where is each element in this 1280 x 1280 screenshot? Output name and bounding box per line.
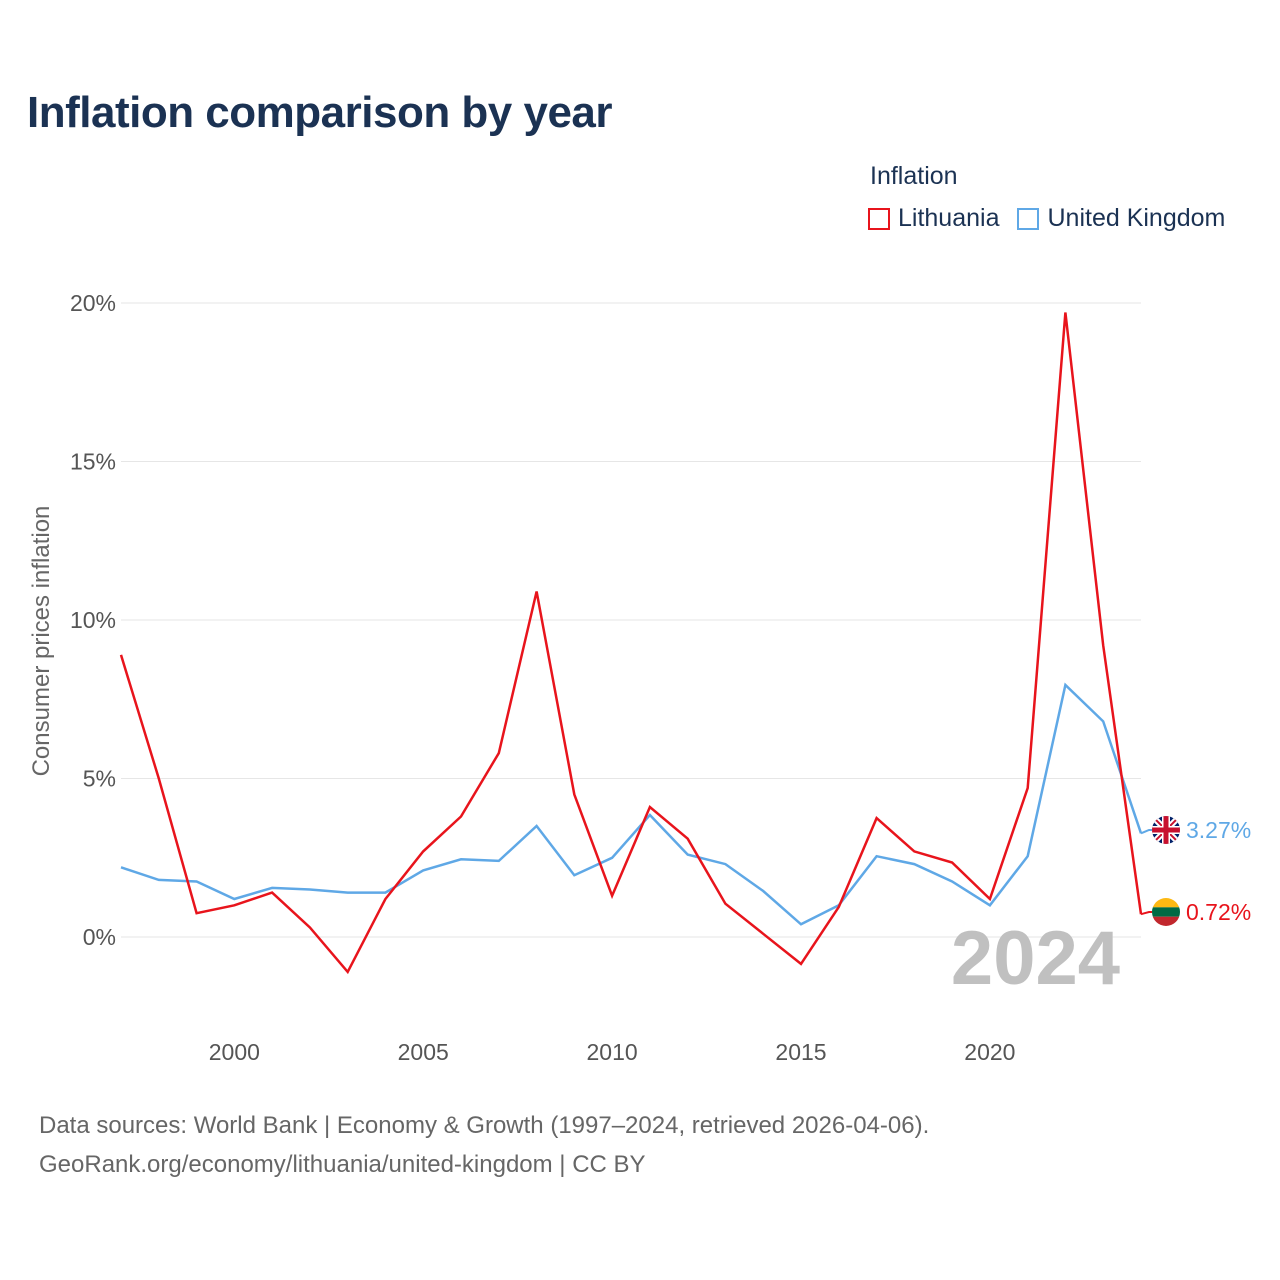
legend-swatch-united-kingdom <box>1017 207 1040 230</box>
legend-item-united-kingdom[interactable]: United Kingdom <box>1017 204 1225 233</box>
source-line-1: Data sources: World Bank | Economy & Gro… <box>39 1112 930 1139</box>
x-tick-label: 2010 <box>587 1039 638 1065</box>
y-tick-label: 15% <box>70 449 116 475</box>
legend-swatch-lithuania <box>868 207 890 230</box>
gridlines <box>121 302 1141 938</box>
x-tick-label: 2020 <box>964 1039 1015 1065</box>
legend-title: Inflation <box>870 162 958 190</box>
end-connector-lithuania <box>1140 911 1152 916</box>
series-lines <box>119 312 1143 975</box>
legend: Lithuania United Kingdom <box>868 204 1243 233</box>
united-kingdom-flag-icon <box>1152 816 1180 844</box>
chart-title: Inflation comparison by year <box>27 88 613 137</box>
legend-item-lithuania[interactable]: Lithuania <box>868 204 999 233</box>
lithuania-flag-icon <box>1152 898 1180 926</box>
x-tick-label: 2015 <box>775 1039 826 1065</box>
x-tick-label: 2005 <box>398 1039 449 1065</box>
y-tick-label: 0% <box>83 924 116 950</box>
source-line-2[interactable]: GeoRank.org/economy/lithuania/united-kin… <box>39 1151 646 1178</box>
y-axis-ticks: 0% 5% 10% 15% 20% <box>70 290 116 950</box>
series-end-markers: 3.27% 0.72% <box>1140 816 1251 926</box>
legend-label-lithuania: Lithuania <box>898 204 1000 232</box>
x-tick-label: 2000 <box>209 1039 260 1065</box>
legend-label-united-kingdom: United Kingdom <box>1047 204 1226 232</box>
current-year-watermark: 2024 <box>951 916 1120 1001</box>
y-tick-label: 10% <box>70 607 116 633</box>
y-tick-label: 5% <box>83 766 116 792</box>
x-axis-ticks: 2000 2005 2010 2015 2020 <box>209 1039 1016 1065</box>
end-connector-united-kingdom <box>1140 829 1152 835</box>
source-note: Data sources: World Bank | Economy & Gro… <box>39 1106 929 1184</box>
end-value-label-united-kingdom: 3.27% <box>1186 817 1251 843</box>
y-tick-label: 20% <box>70 290 116 316</box>
series-line-lithuania[interactable] <box>119 312 1143 975</box>
end-value-label-lithuania: 0.72% <box>1186 899 1251 925</box>
series-line-united-kingdom[interactable] <box>120 682 1143 926</box>
